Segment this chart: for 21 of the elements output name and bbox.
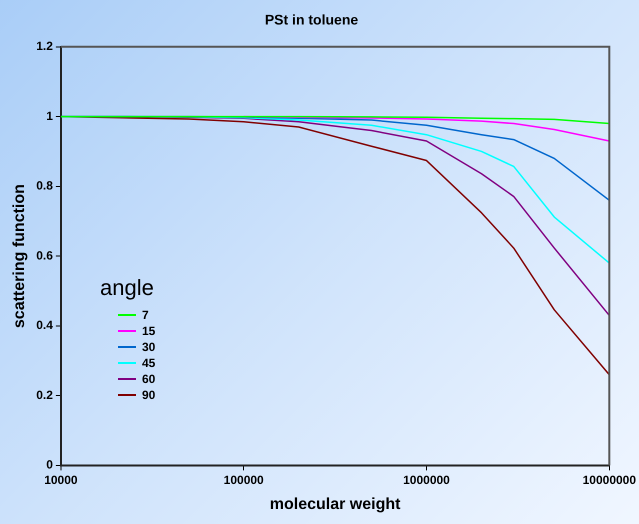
x-tick-label: 10000000: [582, 472, 636, 487]
y-tick-label: 0.2: [36, 388, 54, 402]
y-tick-label: 1: [46, 108, 54, 123]
y-tick-label: 1.2: [36, 39, 54, 54]
chart-title: PSt in toluene: [264, 11, 358, 28]
x-axis-title: molecular weight: [270, 496, 402, 513]
x-tick-label: 100000: [224, 472, 264, 487]
legend-label: 30: [142, 340, 156, 354]
legend-label: 15: [142, 324, 156, 338]
y-tick-label: 0.6: [36, 248, 54, 262]
legend-label: 60: [142, 372, 156, 386]
y-tick-label: 0.4: [36, 318, 54, 332]
legend-title: angle: [100, 275, 155, 301]
y-tick-label: 0.8: [36, 178, 54, 193]
y-tick-label: 0: [46, 458, 54, 472]
legend-label: 45: [142, 356, 156, 370]
x-tick-label: 10000: [44, 472, 78, 487]
legend-label: 7: [142, 308, 149, 322]
y-axis-title: scattering function: [11, 184, 28, 328]
x-tick-label: 1000000: [403, 472, 450, 487]
legend-label: 90: [142, 388, 156, 402]
